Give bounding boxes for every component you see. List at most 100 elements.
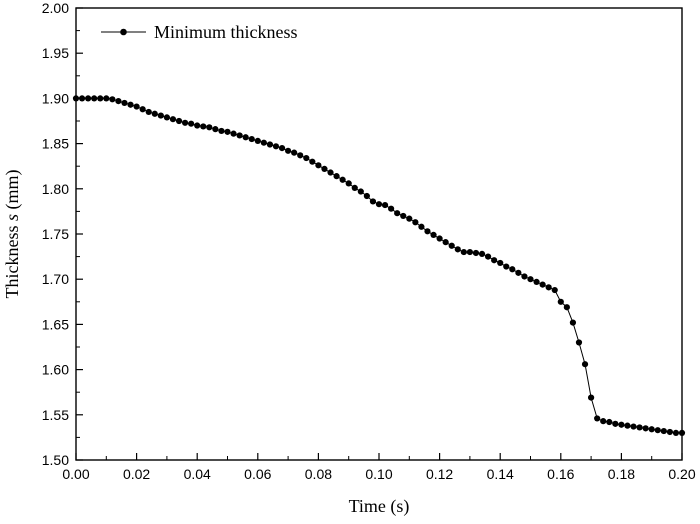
data-point bbox=[624, 422, 631, 429]
x-tick-label: 0.10 bbox=[365, 466, 392, 482]
y-axis-title-variable: s bbox=[2, 214, 22, 221]
data-point bbox=[388, 205, 395, 212]
data-point bbox=[642, 425, 649, 432]
y-axis-ticks: 1.50 1.55 1.60 1.65 1.70 1.75 1.80 1.85 1.90 1.95… bbox=[42, 0, 83, 468]
data-point bbox=[224, 128, 231, 135]
data-point bbox=[291, 149, 298, 156]
data-point bbox=[654, 427, 661, 434]
data-point bbox=[618, 421, 625, 428]
data-point bbox=[660, 427, 667, 435]
y-tick-label: 1.80 bbox=[42, 181, 69, 197]
data-point bbox=[509, 266, 516, 273]
data-point bbox=[600, 418, 607, 425]
data-point bbox=[491, 257, 498, 264]
data-point bbox=[630, 423, 637, 430]
data-point bbox=[91, 95, 98, 102]
data-point bbox=[442, 239, 449, 246]
x-tick-label: 0.12 bbox=[426, 466, 453, 482]
data-point bbox=[375, 201, 383, 208]
data-point bbox=[545, 284, 552, 291]
data-point bbox=[315, 162, 322, 169]
y-tick-label: 1.60 bbox=[42, 362, 69, 378]
x-tick-label: 0.04 bbox=[184, 466, 211, 482]
data-point bbox=[588, 394, 595, 401]
y-axis-title-unit: (mm) bbox=[2, 170, 23, 215]
data-point bbox=[497, 259, 504, 267]
data-point bbox=[188, 120, 195, 127]
data-point bbox=[78, 95, 86, 102]
data-point bbox=[594, 415, 601, 422]
data-point bbox=[478, 250, 486, 257]
data-point bbox=[163, 114, 170, 121]
data-point bbox=[521, 273, 528, 280]
x-tick-label: 0.18 bbox=[608, 466, 635, 482]
data-point bbox=[551, 286, 558, 294]
data-point bbox=[412, 219, 419, 226]
data-point bbox=[563, 304, 570, 311]
x-tick-label: 0.06 bbox=[244, 466, 271, 482]
data-point bbox=[575, 339, 583, 346]
data-point bbox=[309, 158, 316, 165]
x-axis-ticks: 0.00 0.02 0.04 0.06 0.08 0.10 0.12 0.14 0.16 0.18… bbox=[62, 453, 696, 482]
data-point bbox=[248, 135, 255, 143]
data-point bbox=[515, 269, 522, 276]
data-point bbox=[333, 173, 340, 180]
x-tick-label: 0.20 bbox=[668, 466, 695, 482]
legend-marker bbox=[120, 28, 127, 36]
data-point bbox=[127, 101, 134, 108]
series-layer bbox=[72, 95, 686, 436]
data-point bbox=[175, 117, 183, 125]
legend-label: Minimum thickness bbox=[154, 22, 298, 42]
data-point bbox=[400, 212, 407, 220]
data-point bbox=[345, 180, 352, 187]
data-point bbox=[194, 122, 201, 129]
data-point bbox=[242, 134, 249, 141]
x-tick-label: 0.14 bbox=[487, 466, 514, 482]
data-point bbox=[666, 428, 673, 436]
data-point bbox=[448, 242, 455, 249]
data-point bbox=[503, 263, 510, 270]
data-point bbox=[206, 124, 213, 131]
data-point bbox=[115, 98, 122, 105]
data-point bbox=[612, 420, 619, 427]
data-point bbox=[636, 424, 643, 431]
y-tick-label: 1.75 bbox=[42, 226, 69, 242]
data-point bbox=[139, 106, 146, 113]
data-point bbox=[303, 154, 310, 162]
data-point bbox=[327, 169, 334, 176]
data-point bbox=[266, 141, 274, 148]
data-point bbox=[339, 176, 346, 183]
data-point bbox=[321, 165, 328, 173]
data-point bbox=[230, 130, 237, 137]
data-point bbox=[109, 96, 116, 103]
data-point bbox=[121, 99, 128, 107]
x-tick-label: 0.08 bbox=[305, 466, 332, 482]
y-tick-label: 1.50 bbox=[42, 452, 69, 468]
data-point bbox=[430, 231, 437, 238]
data-point bbox=[236, 132, 243, 139]
data-point bbox=[363, 192, 370, 200]
data-point bbox=[581, 361, 589, 368]
data-point bbox=[297, 152, 304, 159]
data-point bbox=[272, 143, 280, 150]
data-point bbox=[454, 246, 461, 253]
data-point bbox=[133, 103, 140, 110]
data-point bbox=[472, 249, 480, 257]
y-tick-label: 1.95 bbox=[42, 45, 69, 61]
data-point bbox=[357, 188, 364, 195]
data-point bbox=[97, 95, 104, 102]
series-line bbox=[76, 97, 682, 434]
data-point bbox=[484, 253, 492, 260]
data-point bbox=[527, 276, 534, 283]
x-axis-title: Time (s) bbox=[349, 496, 410, 517]
data-point bbox=[103, 95, 110, 102]
data-point bbox=[418, 223, 425, 230]
data-point bbox=[181, 119, 189, 126]
data-point bbox=[200, 123, 207, 130]
data-point bbox=[539, 281, 546, 288]
y-axis-title-prefix: Thickness bbox=[2, 221, 22, 298]
data-point bbox=[218, 127, 225, 135]
data-point bbox=[648, 426, 655, 433]
data-point bbox=[157, 112, 164, 119]
